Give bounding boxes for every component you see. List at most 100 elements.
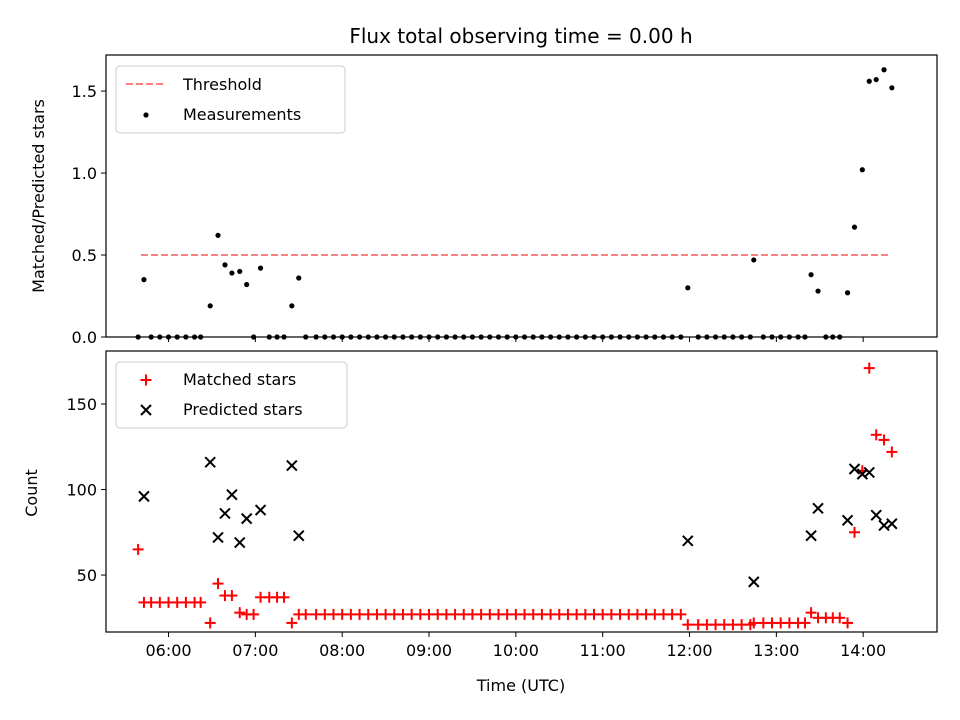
predicted-star-point xyxy=(254,504,267,516)
x-tick-label: 06:00 xyxy=(145,641,191,660)
measurement-point xyxy=(685,285,691,291)
matched-star-point xyxy=(278,591,290,603)
predicted-star-point xyxy=(748,576,760,588)
top-subplot: Flux total observing time = 0.00 h Match… xyxy=(29,24,938,347)
measurement-point xyxy=(237,268,243,275)
bottom-y-tick-label: 50 xyxy=(77,566,97,585)
bottom-plot-frame xyxy=(105,350,938,633)
measurement-point xyxy=(289,303,295,309)
matched-star-point xyxy=(870,429,882,441)
x-axis-label: Time (UTC) xyxy=(476,676,565,695)
predicted-star-point xyxy=(682,535,694,547)
legend-predicted-swatch xyxy=(140,404,152,416)
matched-star-point xyxy=(675,608,687,620)
measurement-point xyxy=(844,290,851,296)
x-tick-label: 07:00 xyxy=(232,641,278,660)
top-chart-title: Flux total observing time = 0.00 h xyxy=(349,24,692,48)
matched-star-point xyxy=(248,608,260,620)
predicted-star-point xyxy=(240,512,253,525)
measurement-point xyxy=(859,167,865,173)
matched-star-point xyxy=(286,617,298,629)
measurement-point xyxy=(851,224,858,230)
matched-star-point xyxy=(878,434,890,446)
matched-star-point xyxy=(799,617,811,629)
matched-star-point xyxy=(682,619,694,631)
legend-predicted-cross xyxy=(140,404,152,416)
x-tick-label: 14:00 xyxy=(840,641,886,660)
matched-star-point xyxy=(300,608,312,620)
measurement-point xyxy=(244,281,250,288)
measurement-point xyxy=(873,76,879,83)
predicted-star-point xyxy=(812,502,824,515)
predicted-star-point xyxy=(286,459,298,472)
predicted-star-point xyxy=(234,536,246,549)
measurement-point xyxy=(222,262,228,268)
predicted-star-point xyxy=(841,514,854,527)
legend-matched-label: Matched stars xyxy=(183,370,296,389)
matched-star-point xyxy=(226,590,238,602)
bottom-plot-marks xyxy=(132,362,898,631)
top-legend-box xyxy=(115,65,346,134)
matched-star-point xyxy=(805,607,817,619)
bottom-legend-box xyxy=(115,361,348,429)
x-tick-label: 10:00 xyxy=(493,641,539,660)
predicted-star-point xyxy=(848,463,861,475)
top-y-tick-label: 0.0 xyxy=(72,328,97,347)
matched-star-point xyxy=(834,612,846,624)
measurement-point xyxy=(296,275,302,281)
x-tick-label: 08:00 xyxy=(319,641,365,660)
predicted-star-point xyxy=(870,509,882,521)
predicted-star-point xyxy=(863,466,875,479)
matched-star-point xyxy=(204,617,216,629)
measurement-point xyxy=(881,67,887,73)
predicted-star-point xyxy=(138,490,150,503)
measurement-point xyxy=(215,232,221,238)
bottom-legend: Matched stars Predicted stars xyxy=(115,361,348,429)
matched-star-point xyxy=(234,607,246,619)
x-tick-label: 13:00 xyxy=(753,641,799,660)
x-tick-label: 12:00 xyxy=(666,641,712,660)
x-tick-label: 09:00 xyxy=(406,641,452,660)
predicted-star-point xyxy=(856,468,869,480)
matched-star-point xyxy=(212,578,224,590)
predicted-star-point xyxy=(293,530,305,542)
bottom-y-axis-label: Count xyxy=(22,469,41,517)
measurement-point xyxy=(207,303,213,309)
legend-predicted-label: Predicted stars xyxy=(183,400,303,419)
measurement-point xyxy=(257,265,264,271)
predicted-star-point xyxy=(204,456,216,468)
top-y-axis-label: Matched/Predicted stars xyxy=(29,99,48,293)
legend-threshold-label: Threshold xyxy=(182,75,262,94)
predicted-star-point xyxy=(886,518,898,530)
predicted-star-point xyxy=(219,507,231,520)
matched-star-point xyxy=(132,543,144,555)
matched-star-point xyxy=(748,617,760,629)
predicted-star-point xyxy=(226,488,238,501)
bottom-y-ticks: 50 100 150 xyxy=(66,395,106,585)
top-y-ticks: 0.0 0.5 1.0 1.5 xyxy=(72,82,106,347)
top-y-tick-label: 1.0 xyxy=(72,164,97,183)
bottom-y-tick-label: 100 xyxy=(66,481,97,500)
matched-star-point xyxy=(849,526,861,538)
predicted-star-point xyxy=(212,531,224,544)
matched-star-point xyxy=(863,362,875,374)
legend-measurements-label: Measurements xyxy=(183,105,301,124)
top-y-tick-label: 1.5 xyxy=(72,82,97,101)
measurement-point xyxy=(815,288,821,294)
bottom-subplot: Count Time (UTC) 50 100 150 06:00 07:00 08:0… xyxy=(22,350,938,695)
bottom-y-tick-label: 150 xyxy=(66,395,97,414)
top-legend: Threshold Measurements xyxy=(115,65,346,134)
measurement-point xyxy=(141,277,147,283)
bottom-x-ticks: 06:00 07:00 08:00 09:00 10:00 11:00 12:00 13:00… xyxy=(145,632,886,660)
matched-star-point xyxy=(842,617,854,629)
matched-star-point xyxy=(886,446,898,458)
measurement-point xyxy=(751,257,757,263)
top-plot-frame xyxy=(105,54,938,338)
x-tick-label: 11:00 xyxy=(580,641,626,660)
legend-matched-swatch xyxy=(140,374,152,386)
matched-star-point xyxy=(195,596,207,608)
measurement-point xyxy=(808,272,814,278)
predicted-star-point xyxy=(805,530,817,542)
measurement-point xyxy=(229,270,235,276)
